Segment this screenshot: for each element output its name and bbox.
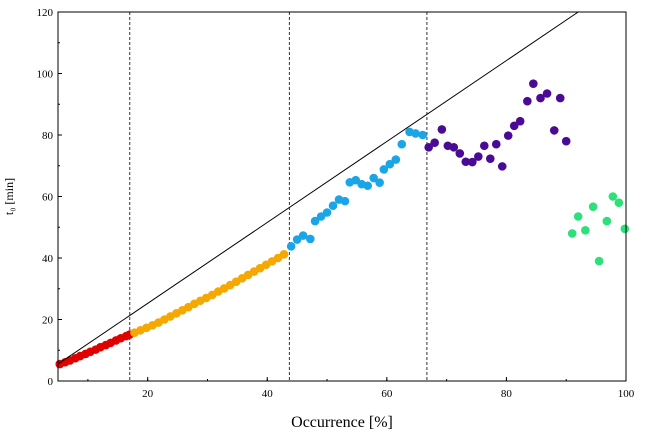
data-point [602, 216, 612, 226]
y-axis-title: t₀ [min] [2, 178, 16, 215]
data-point [515, 116, 525, 126]
data-point [369, 173, 378, 183]
data-point [379, 165, 389, 174]
data-point [397, 139, 407, 149]
data-point [479, 141, 489, 151]
y-tick-label: 0 [48, 376, 54, 388]
data-point [588, 202, 598, 211]
data-point [455, 149, 465, 158]
data-point [608, 192, 618, 201]
y-tick-label: 100 [37, 69, 54, 81]
data-point [529, 79, 538, 88]
data-point [306, 234, 315, 244]
data-point [411, 129, 420, 138]
data-point [555, 93, 565, 103]
data-point [485, 154, 495, 163]
data-point [536, 93, 545, 103]
y-tick-label: 40 [42, 253, 54, 265]
data-point [594, 256, 604, 266]
data-point [328, 201, 338, 211]
data-point [279, 250, 289, 259]
data-point [549, 126, 559, 135]
data-point [542, 89, 552, 98]
data-point [497, 162, 507, 171]
data-point [581, 226, 590, 235]
fit-line [57, 11, 579, 365]
data-point [449, 143, 459, 152]
data-point [430, 138, 439, 147]
data-point [509, 121, 519, 131]
y-tick-label: 20 [42, 315, 54, 327]
data-point [437, 125, 447, 134]
x-tick-label: 80 [501, 388, 513, 400]
data-point [391, 155, 401, 164]
y-tick-label: 80 [42, 130, 54, 142]
data-point [620, 224, 630, 234]
y-tick-label: 60 [42, 192, 54, 204]
data-point [298, 231, 308, 240]
data-point [375, 178, 384, 187]
data-point [474, 152, 483, 161]
x-axis-title: Occurrence [%] [291, 414, 393, 431]
data-point [561, 136, 571, 146]
x-tick-label: 100 [618, 388, 635, 400]
x-axis: 20 40 60 80 100 [87, 377, 635, 400]
data-point [523, 96, 532, 106]
data-point [418, 130, 428, 140]
x-tick-label: 20 [142, 388, 154, 400]
data-point [385, 159, 395, 169]
data-point [340, 196, 350, 206]
data-point [573, 212, 583, 221]
data-point [567, 229, 577, 238]
y-tick-label: 120 [37, 7, 54, 19]
data-point [286, 242, 296, 251]
data-point [461, 157, 471, 167]
data-point [614, 198, 624, 207]
data-point [503, 131, 513, 140]
data-point [468, 157, 477, 167]
x-tick-label: 40 [262, 388, 274, 400]
data-point [310, 216, 320, 226]
data-point [363, 181, 373, 191]
plot-area [55, 11, 630, 381]
data-point [491, 139, 501, 149]
data-point [424, 143, 433, 152]
data-point [322, 208, 332, 217]
y-axis: 0 20 40 60 80 100 120 [37, 7, 62, 388]
x-tick-label: 60 [381, 388, 393, 400]
